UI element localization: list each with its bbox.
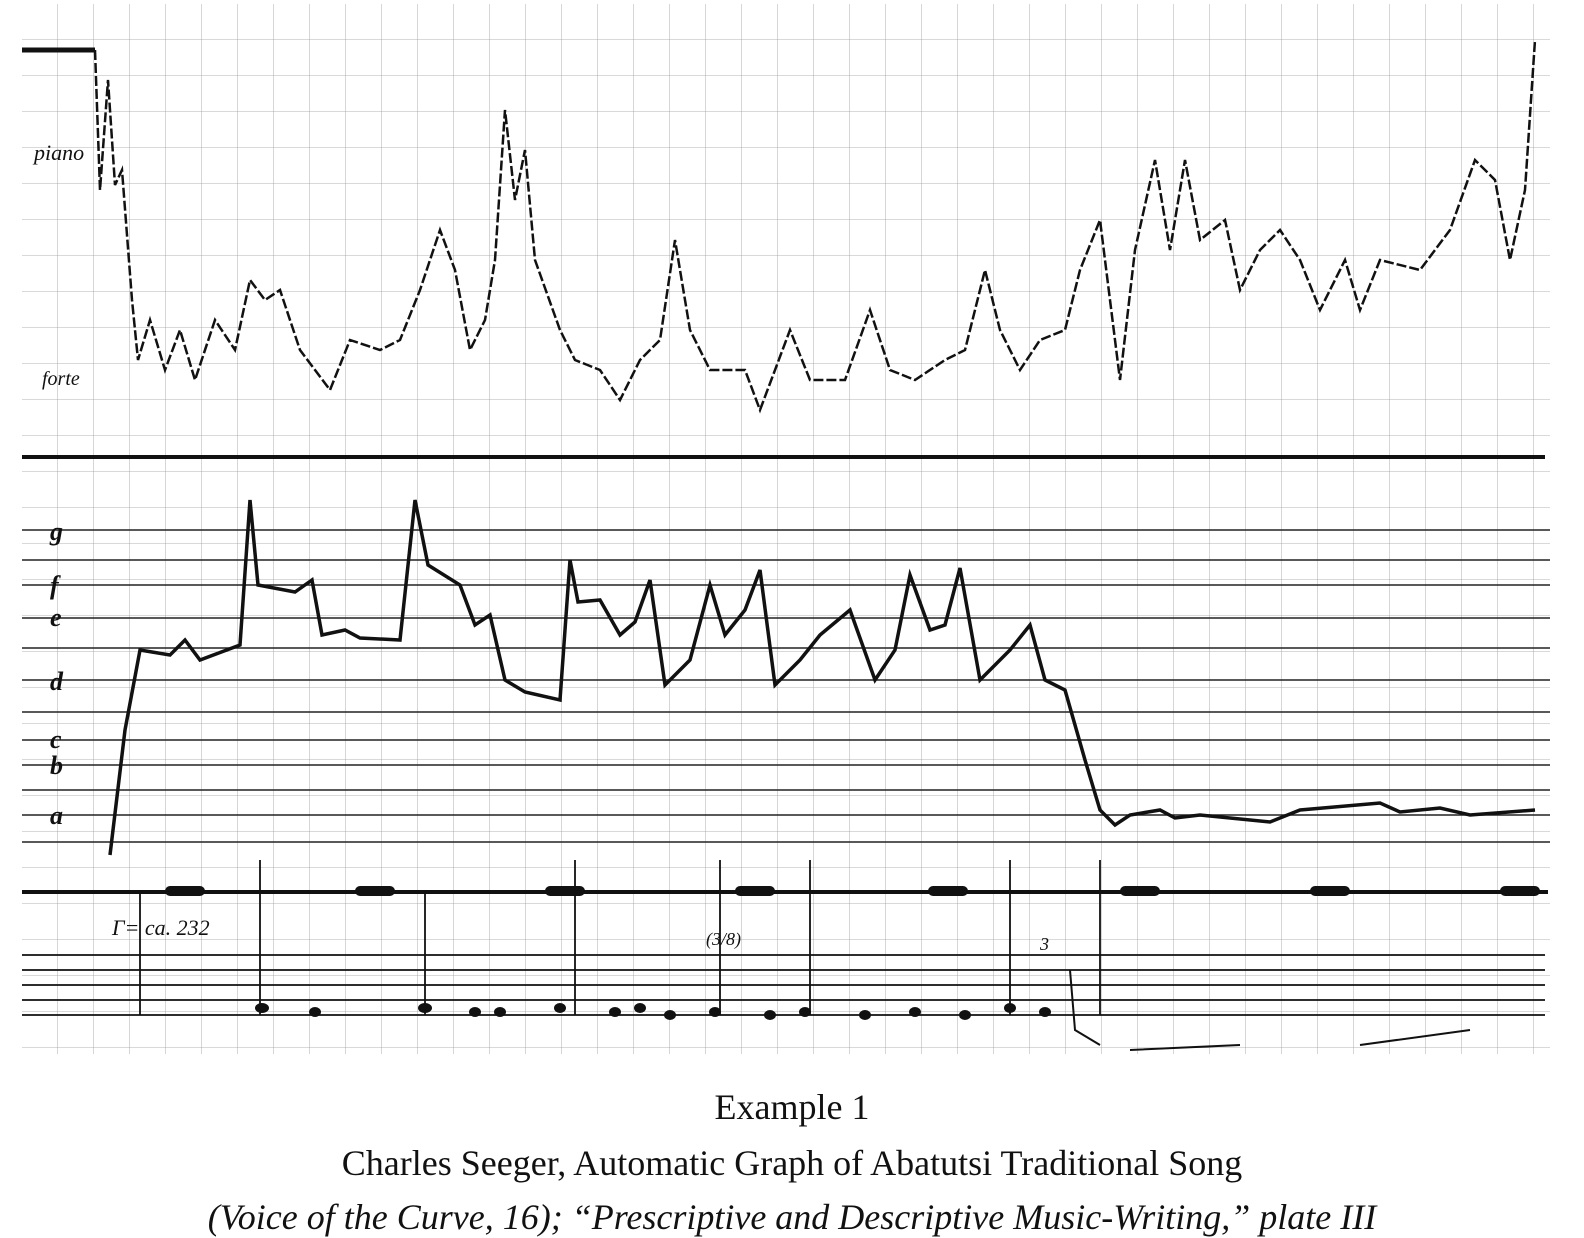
dynamics-label: forte (42, 368, 80, 390)
time-signature: (3/8) (706, 929, 741, 950)
caption-line: Charles Seeger, Automatic Graph of Abatu… (341, 1143, 1243, 1183)
dynamics-curve (93, 39, 1537, 414)
pitch-label: c (50, 725, 62, 754)
pitch-labels: g f e d c b a (49, 517, 64, 830)
pitch-label: d (50, 667, 64, 696)
music-staff (22, 860, 1545, 1016)
notes (255, 1003, 1051, 1020)
pitch-curve (108, 499, 1536, 856)
dynamics-label: piano (32, 140, 84, 165)
caption-line: (Voice of the Curve, 16); “Prescriptive … (207, 1197, 1377, 1237)
pitch-label: b (50, 751, 63, 780)
graph-paper (22, 4, 1550, 1054)
pitch-label: f (50, 571, 61, 600)
triplet: 3 (1039, 934, 1049, 954)
pitch-label: e (50, 603, 62, 632)
tempo: Γ= ca. 232 (111, 915, 210, 940)
melograph-figure: piano forte g f e d c b a Γ= ca. 232 (22, 4, 1550, 1054)
pitch-label: a (50, 801, 63, 830)
pitch-label: g (49, 517, 63, 546)
slur (1069, 969, 1471, 1051)
caption-title: Example 1 (714, 1087, 870, 1127)
pitch-lines (22, 529, 1550, 843)
